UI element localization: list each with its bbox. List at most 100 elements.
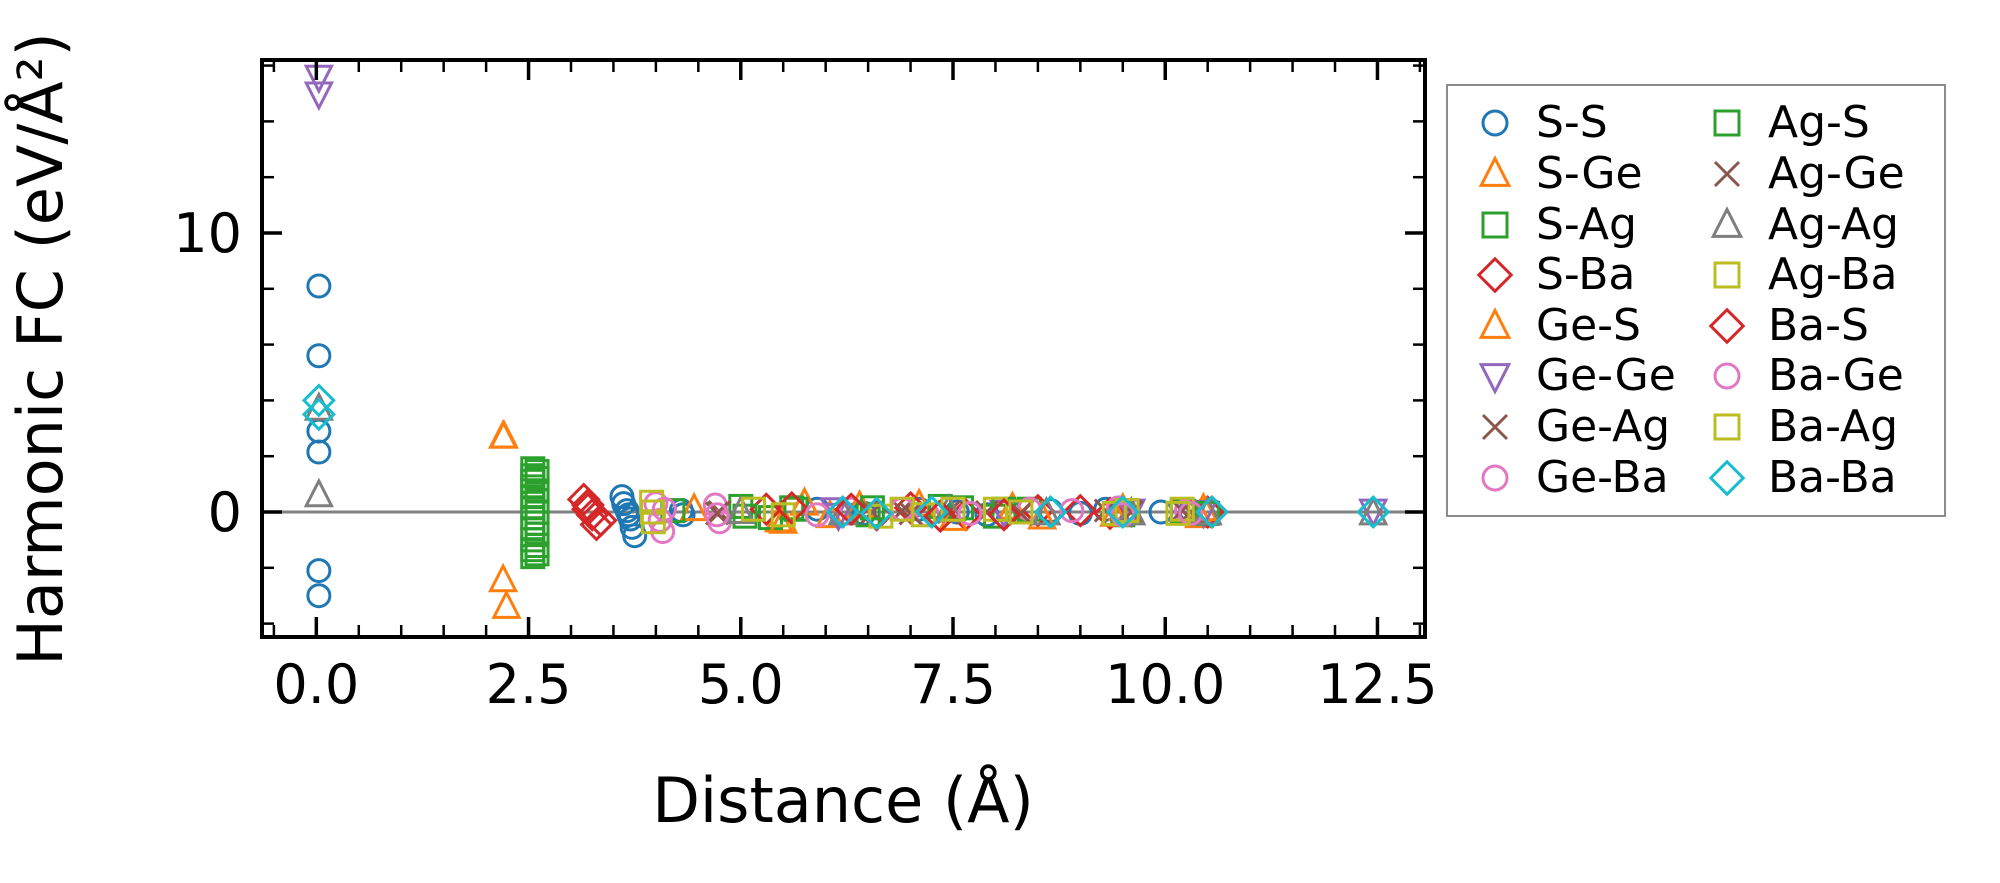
x-marker-icon (1713, 160, 1741, 187)
legend-item-S-S: S-S (1474, 98, 1706, 149)
square-marker-icon (1165, 500, 1191, 526)
legend-label: Ge-Ag (1536, 401, 1671, 453)
triangle-up-marker-icon (1710, 205, 1744, 238)
circle-marker-icon (1481, 464, 1509, 492)
plot-border (260, 58, 1427, 639)
circle-marker-icon (1713, 362, 1741, 390)
x-marker-icon (1713, 160, 1741, 187)
diamond-marker-icon (1708, 307, 1746, 345)
data-markers (301, 64, 1391, 619)
diamond-marker-icon (859, 496, 894, 531)
diamond-marker-icon (301, 383, 336, 418)
tick-labels: 0.0 2.5 5.0 7.5 10.0 12.5 0 10 (173, 202, 1437, 716)
circle-marker-icon (1713, 362, 1741, 390)
square-marker-icon (889, 496, 915, 522)
legend-item-Ba-Ag: Ba-Ag (1706, 402, 1938, 453)
square-marker-icon (1481, 211, 1509, 239)
legend-item-Ge-S: Ge-S (1474, 301, 1706, 352)
legend-item-Ba-S: Ba-S (1706, 301, 1938, 352)
series-S-S (306, 273, 1204, 609)
circle-marker-icon (306, 583, 332, 609)
x-tick-label: 2.5 (486, 653, 572, 716)
square-marker-icon (1008, 499, 1034, 525)
diamond-marker-icon (825, 495, 860, 529)
legend-item-Ba-Ba: Ba-Ba (1706, 452, 1938, 503)
y-tick-label: 0 (208, 481, 242, 544)
legend-label: S-S (1536, 97, 1608, 149)
circle-marker-icon (704, 502, 730, 528)
triangle-up-marker-icon (1478, 306, 1512, 339)
diamond-marker-icon (986, 497, 1021, 532)
circle-marker-icon (306, 273, 332, 299)
triangle-up-marker-icon (725, 494, 756, 524)
triangle-up-marker-icon (1027, 499, 1058, 530)
triangle-up-marker-icon (827, 495, 858, 526)
diamond-marker-icon (1708, 459, 1746, 497)
x-marker-icon (1481, 414, 1509, 441)
legend-label: Ba-Ag (1768, 401, 1899, 453)
legend-label: Ag-Ag (1768, 198, 1899, 250)
circle-marker-icon (1059, 498, 1085, 524)
x-marker-icon (1481, 414, 1509, 441)
circle-marker-icon (804, 502, 830, 528)
diamond-marker-icon (1105, 495, 1140, 529)
x-tick-label: 0.0 (273, 653, 359, 716)
legend: S-S S-Ge S-Ag S-Ba Ge-S Ge-Ge Ge-Ag Ge-Ba Ag-S Ag… (1446, 84, 1946, 517)
diamond-marker-icon (1708, 459, 1746, 497)
triangle-up-marker-icon (1710, 205, 1744, 238)
diamond-marker-icon (914, 495, 949, 529)
triangle-down-marker-icon (1478, 363, 1512, 396)
triangle-up-marker-icon (678, 491, 710, 522)
circle-marker-icon (306, 439, 332, 465)
triangle-down-marker-icon (1478, 363, 1512, 396)
circle-marker-icon (1481, 109, 1509, 137)
triangle-down-marker-icon (303, 64, 334, 95)
diamond-marker-icon (583, 503, 618, 538)
legend-item-S-Ag: S-Ag (1474, 199, 1706, 250)
square-marker-icon (859, 495, 885, 521)
square-marker-icon (1713, 261, 1741, 289)
triangle-up-marker-icon (1478, 155, 1512, 187)
circle-marker-icon (1481, 109, 1509, 137)
triangle-up-marker-icon (1358, 495, 1389, 526)
series-Ba-Ag (639, 496, 1191, 528)
legend-label: Ge-S (1536, 299, 1641, 351)
diamond-marker-icon (1356, 495, 1391, 529)
series-Ag-Ag (303, 391, 1389, 526)
diamond-marker-icon (1708, 307, 1746, 345)
diamond-marker-icon (301, 397, 336, 432)
circle-marker-icon (306, 558, 332, 584)
x-axis-label: Distance (Å) (652, 764, 1034, 837)
diamond-marker-icon (923, 499, 958, 534)
y-tick-label: 10 (173, 202, 242, 265)
legend-label: Ba-Ge (1768, 350, 1904, 402)
legend-item-Ag-Ge: Ag-Ge (1706, 149, 1938, 200)
diamond-marker-icon (834, 492, 869, 527)
diamond-marker-icon (1476, 256, 1514, 294)
diamond-marker-icon (1476, 256, 1514, 294)
square-marker-icon (524, 541, 550, 567)
series-Ge-Ge (303, 64, 1389, 533)
legend-label: S-Ba (1536, 249, 1636, 301)
legend-label: Ba-S (1768, 299, 1869, 351)
legend-item-Ag-Ag: Ag-Ag (1706, 199, 1938, 250)
circle-marker-icon (306, 343, 332, 369)
series-Ba-Ba (301, 383, 1391, 531)
x-tick-label: 12.5 (1317, 653, 1437, 716)
square-marker-icon (639, 499, 665, 525)
legend-item-Ge-Ge: Ge-Ge (1474, 351, 1706, 402)
square-marker-icon (1101, 500, 1127, 526)
x-tick-label: 7.5 (910, 653, 996, 716)
square-marker-icon (1713, 413, 1741, 441)
diamond-marker-icon (1194, 495, 1229, 529)
legend-item-Ba-Ge: Ba-Ge (1706, 351, 1938, 402)
diamond-marker-icon (1033, 495, 1068, 529)
legend-label: Ag-Ba (1768, 249, 1898, 301)
circle-marker-icon (1481, 464, 1509, 492)
legend-item-Ge-Ba: Ge-Ba (1474, 452, 1706, 503)
y-axis-label: Harmonic FC (eV/Å²) (4, 32, 77, 665)
x-tick-label: 10.0 (1105, 653, 1225, 716)
triangle-up-marker-icon (491, 589, 522, 619)
legend-item-Ge-Ag: Ge-Ag (1474, 402, 1706, 453)
